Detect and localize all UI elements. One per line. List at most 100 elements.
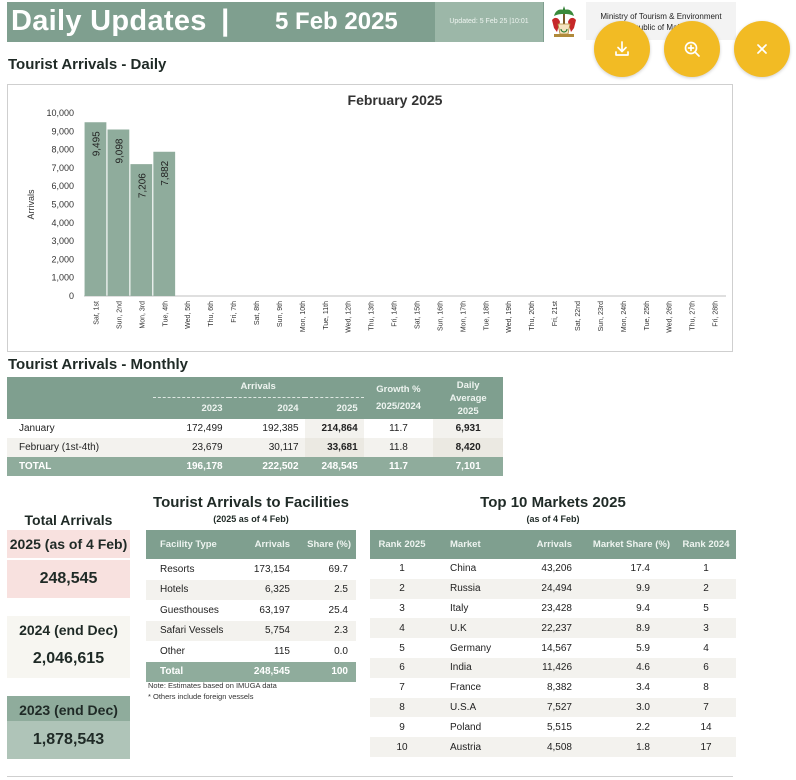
report-date-month: Feb 2025 bbox=[295, 8, 398, 35]
total-2023-label: 2023 (end Dec) bbox=[7, 696, 130, 724]
table-row: 3 Italy 23,428 9.4 5 bbox=[370, 599, 736, 619]
total-2025-label: 2025 (as of 4 Feb) bbox=[7, 530, 130, 558]
x-tick-label: Sat, 15th bbox=[414, 301, 421, 329]
growth-label: Growth % bbox=[376, 384, 421, 395]
x-tick-label: Tue, 4th bbox=[162, 301, 169, 327]
market-rank-prev: 3 bbox=[703, 622, 709, 634]
market-rank-prev: 2 bbox=[703, 583, 709, 595]
download-icon bbox=[615, 41, 629, 56]
table-row: Other 115 0.0 bbox=[146, 641, 356, 662]
markets-header-share: Market Share (%) bbox=[580, 530, 676, 559]
facility-arrivals: 173,154 bbox=[253, 563, 290, 575]
y-tick-label: 9,000 bbox=[51, 126, 74, 136]
monthly-table: Arrivals Growth % 2025/2024 Daily Average 2… bbox=[7, 377, 503, 476]
x-tick-label: Sun, 9th bbox=[277, 301, 284, 327]
table-row: Safari Vessels 5,754 2.3 bbox=[146, 620, 356, 641]
download-button[interactable] bbox=[594, 21, 650, 77]
x-tick-label: Sat, 8th bbox=[254, 301, 261, 325]
facility-total-arrivals: 248,545 bbox=[253, 666, 290, 678]
market-share: 5.9 bbox=[636, 642, 650, 654]
facility-arrivals: 5,754 bbox=[264, 625, 290, 637]
year-2024: 2024 bbox=[228, 397, 305, 419]
x-tick-label: Fri, 21st bbox=[552, 301, 559, 326]
cell-2025: 33,681 bbox=[304, 438, 364, 457]
market-rank: 6 bbox=[399, 662, 405, 674]
market-rank: 2 bbox=[399, 583, 405, 595]
y-tick-label: 1,000 bbox=[51, 273, 74, 283]
market-rank: 5 bbox=[399, 642, 405, 654]
monthly-header-growth: Growth % 2025/2024 bbox=[363, 377, 434, 419]
cell-2024: 30,117 bbox=[268, 442, 299, 453]
market-rank: 8 bbox=[399, 701, 405, 713]
market-name: Italy bbox=[450, 602, 469, 614]
x-tick-label: Sun, 2nd bbox=[116, 301, 123, 329]
facility-type: Safari Vessels bbox=[160, 625, 224, 637]
facility-share: 2.3 bbox=[334, 625, 348, 637]
chart-title: February 2025 bbox=[348, 92, 443, 108]
facility-share: 0.0 bbox=[334, 645, 348, 657]
facility-total-share: 100 bbox=[331, 666, 348, 678]
total-growth: 11.7 bbox=[389, 461, 408, 472]
bar bbox=[130, 164, 153, 296]
year-2025: 2025 bbox=[304, 397, 364, 419]
facility-share: 69.7 bbox=[328, 563, 348, 575]
market-rank-prev: 8 bbox=[703, 682, 709, 694]
market-arrivals: 8,382 bbox=[546, 682, 572, 694]
market-share: 1.8 bbox=[636, 741, 650, 753]
total-2024: 222,502 bbox=[262, 461, 299, 472]
total-2025-value: 248,545 bbox=[7, 560, 130, 598]
table-row: 1 China 43,206 17.4 1 bbox=[370, 559, 736, 579]
table-row: 2 Russia 24,494 9.9 2 bbox=[370, 578, 736, 599]
cell-avg: 8,420 bbox=[433, 438, 503, 457]
daily-section-title: Tourist Arrivals - Daily bbox=[8, 56, 167, 73]
market-rank-prev: 17 bbox=[700, 741, 712, 753]
bar bbox=[153, 151, 176, 296]
facilities-header-arrivals: Arrivals bbox=[242, 530, 294, 559]
title-separator: | bbox=[221, 4, 230, 37]
markets-table: Rank 2025 Market Arrivals Market Share (… bbox=[370, 530, 736, 757]
table-row: 4 U.K 22,237 8.9 3 bbox=[370, 618, 736, 639]
market-rank: 7 bbox=[399, 682, 405, 694]
y-tick-label: 5,000 bbox=[51, 200, 74, 210]
x-tick-label: Wed, 26th bbox=[667, 301, 674, 333]
close-button[interactable] bbox=[734, 21, 790, 77]
x-tick-label: Thu, 6th bbox=[208, 301, 215, 327]
table-row: 8 U.S.A 7,527 3.0 7 bbox=[370, 697, 736, 718]
y-tick-label: 8,000 bbox=[51, 145, 74, 155]
markets-title: Top 10 Markets 2025 bbox=[480, 494, 626, 511]
x-tick-label: Sun, 23rd bbox=[598, 301, 605, 331]
x-tick-label: Wed, 12th bbox=[346, 301, 353, 333]
facility-arrivals: 63,197 bbox=[259, 604, 290, 616]
facility-type: Guesthouses bbox=[160, 604, 219, 616]
report-date: 5 Feb 2025 bbox=[275, 8, 398, 36]
ministry-line-1: Ministry of Tourism & Environment bbox=[600, 12, 722, 21]
facility-type: Resorts bbox=[160, 563, 195, 575]
x-tick-label: Fri, 14th bbox=[392, 301, 399, 327]
x-tick-label: Thu, 20th bbox=[529, 301, 536, 331]
facilities-note: Note: Estimates based on IMUGA data bbox=[148, 681, 277, 690]
market-name: India bbox=[450, 662, 472, 674]
y-tick-label: 0 bbox=[69, 291, 74, 301]
market-rank-prev: 1 bbox=[703, 563, 709, 575]
facility-share: 25.4 bbox=[328, 604, 348, 616]
facility-total-label: Total bbox=[160, 666, 184, 678]
updated-stamp: Updated: 5 Feb 25 |10:01 bbox=[435, 2, 543, 42]
zoom-in-icon bbox=[684, 41, 700, 57]
daily-label-2: Average bbox=[449, 392, 487, 404]
market-name: China bbox=[450, 563, 477, 575]
page-title: Daily Updates bbox=[11, 5, 207, 37]
month-name: February (1st-4th) bbox=[19, 442, 100, 453]
market-rank-prev: 14 bbox=[700, 721, 712, 733]
markets-header-rank-prev: Rank 2024 bbox=[676, 530, 736, 559]
y-tick-label: 4,000 bbox=[51, 218, 74, 228]
table-row: 6 India 11,426 4.6 6 bbox=[370, 657, 736, 678]
monthly-header-blank bbox=[7, 377, 153, 397]
y-tick-label: 10,000 bbox=[46, 108, 74, 118]
monthly-header-blank-2 bbox=[7, 397, 153, 419]
y-tick-label: 2,000 bbox=[51, 254, 74, 264]
table-row: 9 Poland 5,515 2.2 14 bbox=[370, 717, 736, 737]
zoom-in-button[interactable] bbox=[664, 21, 720, 77]
table-row: Hotels 6,325 2.5 bbox=[146, 579, 356, 600]
close-icon bbox=[757, 44, 767, 54]
markets-subtitle: (as of 4 Feb) bbox=[526, 514, 580, 524]
